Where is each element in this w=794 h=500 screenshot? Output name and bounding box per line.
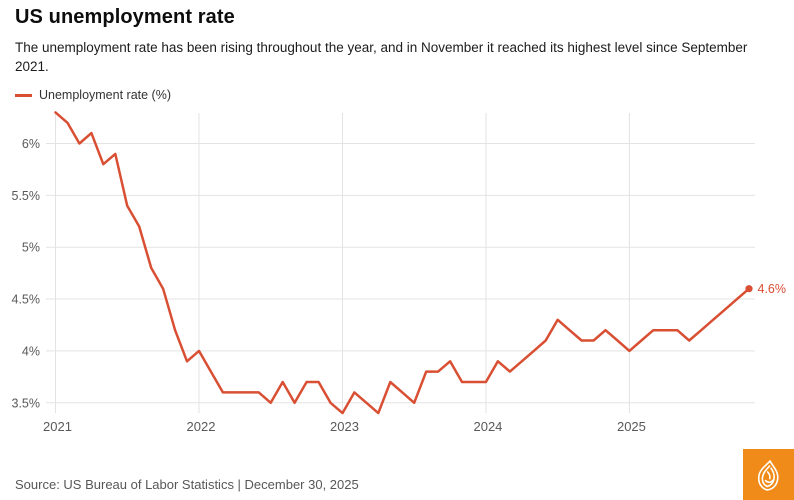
chart-subtitle: The unemployment rate has been rising th… [15, 40, 748, 74]
legend: Unemployment rate (%) [15, 88, 779, 102]
chart-header: US unemployment rate The unemployment ra… [0, 0, 794, 102]
unemployment-rate-line [54, 111, 751, 415]
legend-label: Unemployment rate (%) [39, 88, 171, 102]
x-axis-tick-label: 2023 [330, 419, 359, 434]
latest-value-dot [745, 285, 753, 293]
y-axis-tick-label: 5% [22, 241, 40, 255]
latest-value-label: 4.6% [758, 282, 787, 296]
legend-line-swatch [15, 93, 32, 97]
x-axis-tick-label: 2025 [617, 419, 646, 434]
y-axis-tick-label: 4.5% [12, 293, 41, 307]
x-axis-tick-label: 2024 [473, 419, 502, 434]
y-axis-tick-label: 4% [22, 344, 40, 358]
x-axis-tick-label: 2022 [187, 419, 216, 434]
chart-title: US unemployment rate [15, 6, 235, 28]
y-axis-tick-label: 6% [22, 137, 40, 151]
y-axis-tick-label: 5.5% [12, 189, 41, 203]
al-jazeera-flame-icon [757, 459, 779, 491]
y-axis-tick-label: 3.5% [12, 396, 41, 410]
source-note: Source: US Bureau of Labor Statistics | … [15, 477, 359, 492]
x-axis-tick-label: 2021 [43, 419, 72, 434]
al-jazeera-logo [743, 449, 794, 500]
